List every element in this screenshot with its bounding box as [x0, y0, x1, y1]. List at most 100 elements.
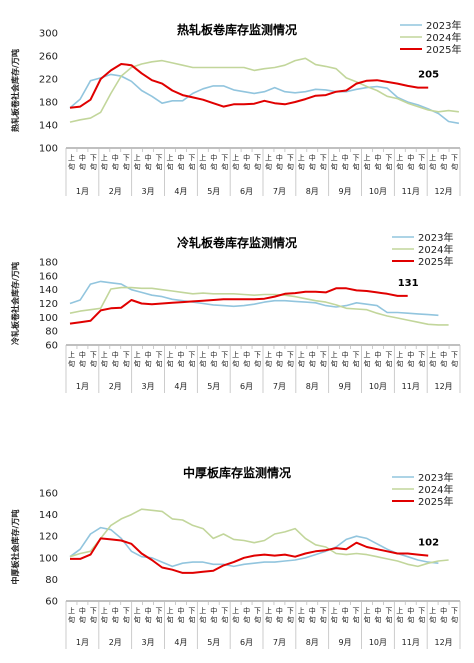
x-tick-label: 下旬	[353, 351, 360, 368]
x-tick-label: 中旬	[112, 153, 119, 171]
y-axis-label: 中厚板社会库存/万吨	[10, 510, 20, 585]
x-tick-label: 上旬	[166, 606, 173, 624]
legend-label: 2023年	[426, 19, 461, 32]
x-tick-label: 下旬	[123, 607, 130, 624]
x-tick-label: 下旬	[254, 351, 261, 368]
x-tick-label: 下旬	[123, 154, 130, 171]
month-label: 1月	[76, 187, 89, 196]
x-tick-label: 下旬	[418, 154, 425, 171]
month-label: 4月	[174, 638, 187, 647]
month-label: 6月	[240, 187, 253, 196]
x-tick-label: 上旬	[166, 350, 173, 368]
y-tick-label: 140	[39, 285, 58, 296]
x-tick-label: 中旬	[309, 606, 316, 624]
x-tick-label: 下旬	[320, 154, 327, 171]
x-tick-label: 上旬	[134, 606, 141, 624]
month-label: 3月	[142, 382, 155, 391]
y-tick-label: 300	[39, 29, 58, 40]
x-tick-label: 下旬	[188, 154, 195, 171]
y-tick-label: 100	[39, 553, 58, 564]
x-tick-label: 上旬	[298, 606, 305, 624]
latest-value-label: 102	[418, 538, 439, 549]
x-tick-label: 中旬	[309, 153, 316, 171]
x-tick-label: 中旬	[79, 350, 86, 368]
y-tick-label: 140	[39, 121, 58, 132]
x-tick-label: 上旬	[134, 153, 141, 171]
x-tick-label: 下旬	[287, 607, 294, 624]
month-label: 1月	[76, 382, 89, 391]
x-tick-label: 上旬	[298, 350, 305, 368]
x-tick-label: 中旬	[440, 606, 447, 624]
x-tick-label: 下旬	[385, 154, 392, 171]
x-tick-label: 中旬	[112, 350, 119, 368]
x-tick-label: 下旬	[90, 607, 97, 624]
y-tick-label: 140	[39, 510, 58, 521]
x-tick-label: 下旬	[353, 607, 360, 624]
y-axis-label: 热轧板卷社会库存/万吨	[10, 49, 20, 132]
series-line-2025年	[70, 537, 429, 574]
x-tick-label: 上旬	[429, 350, 436, 368]
x-tick-label: 下旬	[287, 154, 294, 171]
series-line-2023年	[69, 526, 439, 568]
y-tick-label: 180	[39, 98, 58, 109]
x-tick-label: 上旬	[199, 153, 206, 171]
month-label: 8月	[306, 638, 319, 647]
y-tick-label: 80	[45, 575, 58, 586]
y-tick-label: 120	[39, 299, 58, 310]
month-label: 11月	[402, 382, 420, 391]
x-tick-label: 下旬	[320, 351, 327, 368]
x-tick-label: 中旬	[407, 153, 414, 171]
x-tick-label: 中旬	[342, 350, 349, 368]
month-label: 3月	[142, 187, 155, 196]
x-tick-label: 下旬	[418, 351, 425, 368]
x-tick-label: 上旬	[265, 606, 272, 624]
month-label: 8月	[306, 187, 319, 196]
x-tick-label: 中旬	[210, 606, 217, 624]
x-tick-label: 下旬	[287, 351, 294, 368]
month-label: 12月	[434, 382, 452, 391]
legend-label: 2025年	[418, 255, 453, 268]
x-tick-label: 中旬	[407, 350, 414, 368]
x-tick-label: 中旬	[79, 606, 86, 624]
x-tick-label: 上旬	[396, 606, 403, 624]
x-tick-label: 上旬	[166, 153, 173, 171]
x-tick-label: 下旬	[451, 351, 458, 368]
y-tick-label: 60	[45, 341, 58, 352]
month-label: 7月	[273, 638, 286, 647]
month-label: 7月	[273, 382, 286, 391]
x-tick-label: 上旬	[199, 606, 206, 624]
x-tick-label: 下旬	[451, 607, 458, 624]
x-tick-label: 上旬	[363, 606, 370, 624]
x-tick-label: 中旬	[177, 350, 184, 368]
series-line-2023年	[69, 73, 460, 125]
medium-plate-chart: 中厚板库存监测情况中厚板社会库存/万吨6080100120140160上旬中旬下…	[10, 465, 461, 649]
month-label: 12月	[434, 187, 452, 196]
x-tick-label: 上旬	[331, 153, 338, 171]
x-tick-label: 下旬	[254, 607, 261, 624]
legend-label: 2024年	[426, 31, 461, 44]
month-label: 12月	[434, 638, 452, 647]
x-tick-label: 中旬	[342, 153, 349, 171]
x-tick-label: 中旬	[276, 350, 283, 368]
month-label: 4月	[174, 382, 187, 391]
month-label: 11月	[402, 638, 420, 647]
y-axis-label: 冷轧板卷社会库存/万吨	[10, 262, 20, 345]
month-label: 8月	[306, 382, 319, 391]
x-tick-label: 中旬	[374, 606, 381, 624]
x-tick-label: 上旬	[331, 350, 338, 368]
x-tick-label: 上旬	[429, 153, 436, 171]
x-tick-label: 上旬	[331, 606, 338, 624]
y-tick-label: 60	[45, 597, 58, 608]
month-label: 10月	[369, 382, 387, 391]
chart-title: 冷轧板卷库存监测情况	[177, 235, 297, 250]
month-label: 7月	[273, 187, 286, 196]
y-tick-label: 80	[45, 327, 58, 338]
legend-label: 2025年	[426, 43, 461, 56]
x-tick-label: 上旬	[429, 606, 436, 624]
x-tick-label: 上旬	[363, 350, 370, 368]
x-tick-label: 中旬	[276, 153, 283, 171]
y-tick-label: 260	[39, 52, 58, 63]
x-tick-label: 上旬	[232, 606, 239, 624]
